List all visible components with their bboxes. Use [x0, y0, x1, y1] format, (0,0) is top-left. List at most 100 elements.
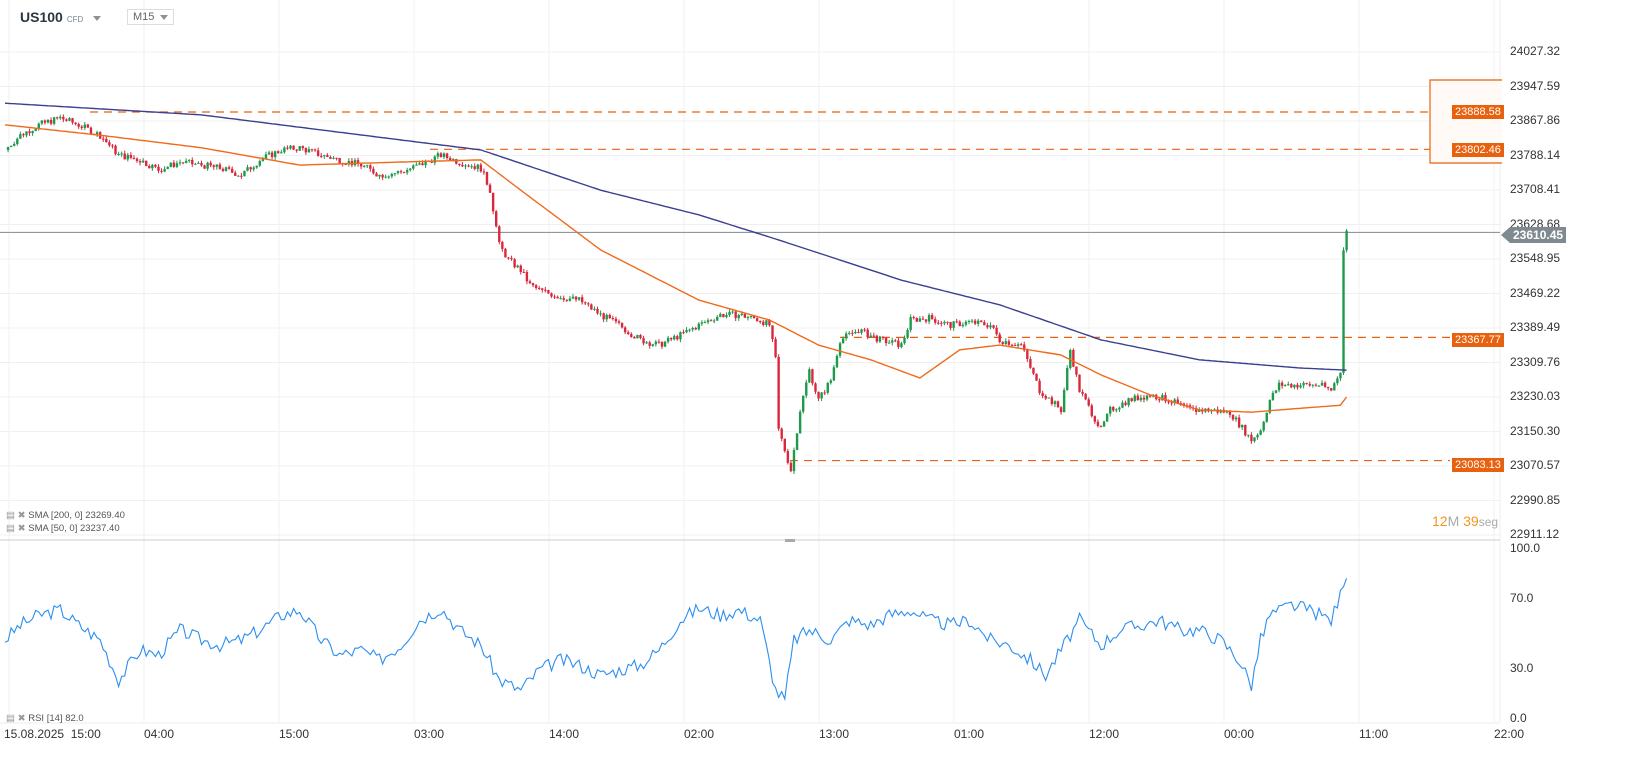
candle-bearish [86, 124, 90, 128]
candle-bearish [326, 155, 329, 157]
candle-bearish [1038, 380, 1041, 394]
candle-bearish [1231, 414, 1235, 420]
current-price-tag: 23610.45 [1500, 227, 1567, 243]
time-axis-label: 04:00 [144, 727, 175, 741]
candle-bearish [320, 155, 323, 157]
time-axis-label: 14:00 [549, 727, 580, 741]
candle-bullish [1336, 378, 1339, 384]
candle-bullish [405, 169, 409, 173]
symbol-selector[interactable]: US100 CFD [20, 9, 102, 25]
candle-bullish [37, 123, 40, 129]
candle-bearish [381, 174, 384, 178]
candle-bearish [310, 149, 314, 151]
candle-bullish [264, 154, 268, 159]
candle-bearish [1001, 342, 1004, 344]
candle-bearish [439, 153, 443, 158]
candle-bullish [1345, 230, 1348, 251]
level-tag[interactable]: 23888.58 [1452, 105, 1504, 119]
candle-bearish [857, 331, 860, 333]
level-tag[interactable]: 23083.13 [1452, 458, 1504, 472]
candle-bullish [1333, 383, 1336, 391]
candle-bullish [1047, 397, 1050, 399]
candle-bearish [62, 116, 65, 120]
candle-bullish [252, 167, 255, 170]
candle-bearish [611, 318, 615, 320]
candle-bearish [249, 167, 252, 170]
candle-bullish [952, 321, 955, 328]
price-axis-label: 24027.32 [1510, 44, 1561, 58]
time-axis-label: 15:00 [279, 727, 310, 741]
candle-bearish [590, 304, 593, 310]
candle-bullish [1317, 385, 1321, 387]
candle-bearish [488, 184, 492, 193]
price-axis-label: 22990.85 [1510, 492, 1561, 507]
candle-bearish [507, 257, 510, 259]
candle-bullish [1265, 412, 1268, 422]
candle-bullish [141, 160, 145, 163]
candle-bullish [273, 151, 277, 158]
candle-bearish [522, 271, 526, 273]
candle-bullish [1053, 401, 1057, 405]
candle-bearish [1250, 434, 1253, 442]
price-axis-label: 23788.14 [1510, 147, 1561, 162]
candle-bearish [230, 168, 234, 173]
sma200-legend[interactable]: ▤ ✖ SMA [200, 0] 23269.40 [6, 510, 125, 521]
candle-bullish [654, 341, 658, 345]
time-axis-label: 22:00 [1494, 727, 1525, 741]
candle-bearish [930, 315, 934, 320]
candle-bearish [722, 313, 725, 318]
candle-bullish [795, 433, 799, 450]
candle-bearish [1194, 408, 1198, 412]
menu-icon: ▤ [6, 523, 15, 534]
candle-bearish [181, 162, 185, 164]
candle-bearish [608, 314, 611, 319]
candle-bullish [841, 338, 845, 344]
candle-bearish [657, 341, 661, 343]
candle-bearish [1007, 341, 1011, 345]
candle-bullish [829, 380, 833, 383]
candle-bullish [571, 296, 575, 299]
candle-bearish [1041, 393, 1044, 397]
candle-bearish [614, 318, 618, 322]
candle-bullish [298, 146, 301, 151]
candle-bullish [1259, 430, 1262, 435]
close-icon: ✖ [17, 713, 26, 724]
candle-bullish [418, 163, 421, 165]
candle-bullish [188, 159, 191, 161]
time-axis-label: 02:00 [684, 727, 715, 741]
candle-bearish [234, 172, 237, 176]
candle-bullish [6, 147, 10, 150]
sma50-legend[interactable]: ▤ ✖ SMA [50, 0] 23237.40 [6, 523, 120, 534]
rsi-legend[interactable]: ▤ ✖ RSI [14] 82.0 [6, 713, 84, 724]
rsi-axis-label: 100.0 [1510, 541, 1541, 555]
candle-bearish [1090, 405, 1093, 417]
candle-bearish [884, 337, 888, 344]
candle-bullish [163, 168, 166, 172]
candle-bearish [301, 146, 304, 149]
level-tag[interactable]: 23802.46 [1452, 143, 1504, 157]
candle-bullish [970, 320, 974, 322]
candle-bullish [835, 355, 839, 368]
close-icon: ✖ [17, 523, 26, 534]
candle-bullish [353, 160, 357, 166]
candle-bearish [108, 142, 111, 146]
candle-bullish [396, 171, 400, 174]
candle-bearish [946, 321, 949, 323]
candle-bullish [740, 313, 743, 316]
candle-bearish [528, 281, 532, 284]
price-axis-label: 23708.41 [1510, 182, 1561, 196]
candle-bearish [620, 322, 624, 328]
candle-bullish [323, 155, 326, 157]
level-tag[interactable]: 23367.77 [1452, 333, 1504, 347]
timeframe-selector[interactable]: M15 [127, 9, 175, 25]
candle-bullish [989, 325, 992, 328]
price-axis-label: 23548.95 [1510, 251, 1561, 265]
candle-bullish [1271, 392, 1275, 401]
candle-bearish [1290, 384, 1293, 388]
candle-bullish [731, 311, 734, 313]
candle-bearish [22, 134, 25, 136]
candle-bearish [709, 320, 713, 322]
candle-bearish [534, 285, 538, 288]
candle-bullish [390, 173, 394, 177]
